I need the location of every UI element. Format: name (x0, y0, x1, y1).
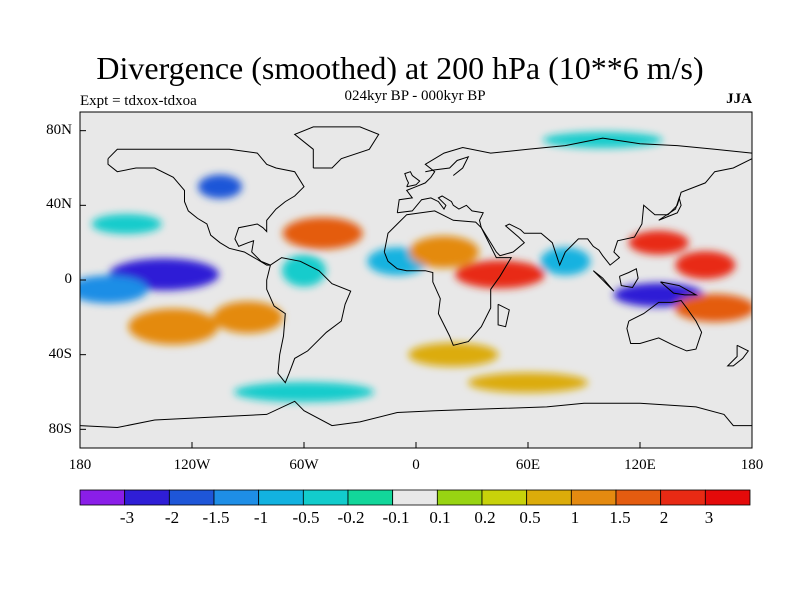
coastline (626, 299, 703, 352)
colorbar-swatch (347, 489, 394, 506)
lon-label-60e: 60E (515, 457, 541, 473)
coastline (396, 137, 752, 213)
colorbar-label: -3 (119, 508, 135, 527)
divergence-anomaly (80, 275, 148, 304)
colorbar-swatch (213, 489, 260, 506)
divergence-anomaly (91, 214, 162, 234)
divergence-anomaly (468, 372, 588, 393)
divergence-anomaly (282, 254, 326, 287)
colorbar-label: -2 (164, 508, 180, 527)
coastline (619, 268, 639, 289)
coastline (80, 400, 752, 429)
divergence-anomaly (198, 174, 242, 199)
colorbar-label: 1.5 (609, 508, 631, 527)
map-subtitle: 024kyr BP - 000kyr BP (344, 88, 486, 104)
lon-label-60w: 60W (289, 457, 319, 473)
colorbar-label: -0.1 (382, 508, 410, 527)
lat-label-0: 0 (64, 271, 73, 287)
divergence-anomaly (234, 382, 374, 402)
lat-label-80s: 80S (48, 421, 72, 437)
lon-label-0: 0 (412, 457, 420, 473)
coastline (425, 155, 470, 176)
lon-label-120w: 120W (173, 457, 211, 473)
colorbar-swatch (302, 489, 349, 506)
coastline (383, 210, 513, 346)
lat-label-40n: 40N (46, 196, 72, 212)
lon-label-180w: 180 (68, 457, 92, 473)
colorbar-label: 0.5 (519, 508, 541, 527)
colorbar-label: -1 (253, 508, 269, 527)
map-title: Divergence (smoothed) at 200 hPa (10**6 … (96, 50, 704, 86)
colorbar-swatch (124, 489, 170, 506)
lon-label-120e: 120E (624, 457, 656, 473)
divergence-anomaly (675, 251, 736, 280)
divergence-anomaly (213, 301, 283, 334)
colorbar-swatch (526, 489, 572, 506)
coastline (397, 158, 752, 267)
colorbar-swatch (704, 489, 751, 506)
colorbar-swatch (392, 489, 438, 506)
coastlines (80, 126, 752, 429)
divergence-field (80, 132, 752, 402)
divergence-anomaly (408, 342, 499, 367)
divergence-anomaly (674, 294, 752, 322)
coastline (107, 148, 305, 266)
season-label: JJA (726, 91, 752, 107)
colorbar-swatch (481, 489, 528, 506)
colorbar-swatch (615, 489, 662, 506)
colorbar-swatch (79, 489, 126, 506)
coastline (726, 344, 750, 367)
divergence-anomaly (128, 308, 219, 345)
coastline (660, 281, 698, 296)
colorbar-label: 0.2 (474, 508, 496, 527)
colorbar-swatch (660, 489, 706, 506)
divergence-anomaly (409, 236, 479, 268)
colorbar-label: -0.2 (337, 508, 365, 527)
colorbar-label: 2 (659, 508, 669, 527)
lat-label-40s: 40S (48, 346, 72, 362)
coastline (592, 270, 615, 292)
colorbar-label: -0.5 (292, 508, 320, 527)
coastline (658, 196, 682, 221)
colorbar-swatch (258, 489, 304, 506)
divergence-anomaly (455, 260, 545, 289)
coastline (404, 171, 421, 188)
experiment-label: Expt = tdxox-tdxoa (80, 93, 197, 109)
colorbar-label: -1.5 (202, 508, 230, 527)
coastline (293, 126, 380, 169)
colorbar-label: 3 (704, 508, 714, 527)
lat-label-80n: 80N (46, 122, 72, 138)
divergence-anomaly (282, 217, 363, 250)
colorbar-swatch (570, 489, 617, 506)
colorbar-label: 1 (570, 508, 580, 527)
lon-label-180e: 180 (740, 457, 764, 473)
colorbar-swatch (168, 489, 215, 506)
coastline (266, 257, 352, 384)
coastline (497, 303, 510, 328)
colorbar (79, 489, 751, 506)
colorbar-label: 0.1 (429, 508, 451, 527)
colorbar-swatch (436, 489, 483, 506)
divergence-anomaly (540, 247, 591, 276)
axis-ticks (79, 130, 753, 448)
divergence-anomaly (628, 230, 689, 255)
